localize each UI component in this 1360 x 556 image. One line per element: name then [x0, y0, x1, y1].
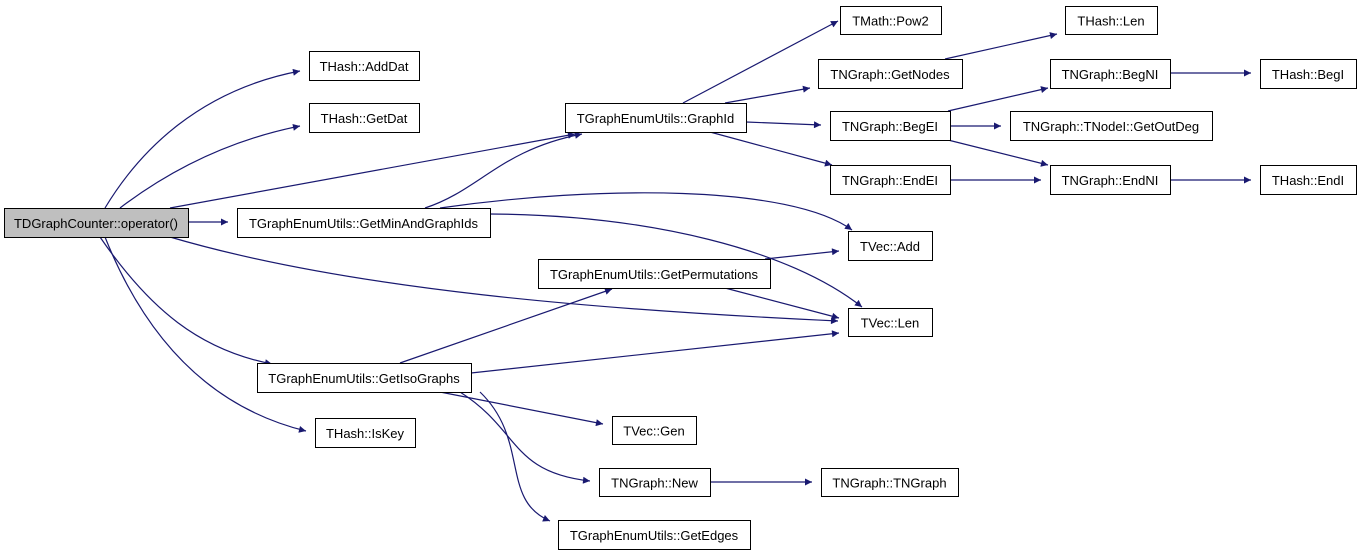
node-label: TMath::Pow2 — [852, 14, 929, 29]
edge-root-to-vlen — [169, 236, 839, 325]
node-label: TNGraph::BegNI — [1062, 67, 1159, 82]
node-box — [830, 111, 951, 141]
node-box — [257, 363, 472, 393]
edge-getiso-to-vgen — [439, 391, 604, 427]
edge-graphid-to-endei — [709, 131, 833, 167]
node-begni[interactable]: TNGraph::BegNI — [1050, 59, 1171, 89]
node-box — [538, 259, 771, 289]
edge-root-to-adddat — [104, 68, 301, 209]
node-endni[interactable]: TNGraph::EndNI — [1050, 165, 1171, 195]
node-iskey[interactable]: THash::IsKey — [315, 418, 416, 448]
node-box — [315, 418, 416, 448]
edge-getperm-to-vlen — [724, 287, 840, 320]
edge-graphid-to-pow2 — [682, 20, 839, 104]
node-label: THash::IsKey — [326, 426, 405, 441]
node-vlen[interactable]: TVec::Len — [848, 308, 933, 337]
node-box — [848, 308, 933, 337]
node-label: TVec::Len — [861, 316, 920, 331]
node-box — [237, 208, 491, 238]
edge-begei-to-endni — [947, 139, 1049, 167]
node-label: THash::GetDat — [321, 111, 408, 126]
edge-root-to-getdat — [119, 123, 301, 209]
node-box — [558, 520, 751, 550]
node-pow2[interactable]: TMath::Pow2 — [840, 6, 942, 35]
node-label: TNGraph::BegEI — [842, 119, 938, 134]
node-box — [599, 468, 711, 497]
edge-graphid-to-begei — [745, 121, 822, 129]
node-label: THash::BegI — [1272, 67, 1344, 82]
edge-getiso-to-vlen — [470, 330, 840, 374]
node-box — [848, 231, 933, 261]
node-hlen[interactable]: THash::Len — [1065, 6, 1158, 35]
edge-getiso-to-getedges — [479, 391, 551, 522]
node-label: TNGraph::GetNodes — [830, 67, 950, 82]
node-label: TGraphEnumUtils::GetPermutations — [550, 267, 759, 282]
node-vgen[interactable]: TVec::Gen — [612, 416, 697, 445]
node-box — [309, 51, 420, 81]
node-label: THash::AddDat — [320, 59, 409, 74]
node-label: TNGraph::EndNI — [1062, 173, 1159, 188]
node-label: TNGraph::TNodeI::GetOutDeg — [1023, 119, 1199, 134]
node-box — [840, 6, 942, 35]
node-box — [830, 165, 951, 195]
node-label: TNGraph::EndEI — [842, 173, 938, 188]
edge-begei-to-begni — [947, 86, 1049, 112]
node-box — [1065, 6, 1158, 35]
node-adddat[interactable]: THash::AddDat — [309, 51, 420, 81]
edge-getmin-to-vlen — [489, 213, 863, 308]
edge-root-to-getiso — [99, 236, 273, 367]
node-getmin[interactable]: TGraphEnumUtils::GetMinAndGraphIds — [237, 208, 491, 238]
node-label: TGraphEnumUtils::GetEdges — [570, 528, 739, 543]
node-getperm[interactable]: TGraphEnumUtils::GetPermutations — [538, 259, 771, 289]
node-label: TNGraph::New — [611, 476, 698, 491]
node-label: THash::Len — [1077, 14, 1144, 29]
node-label: TGraphEnumUtils::GetIsoGraphs — [268, 371, 460, 386]
node-label: TGraphEnumUtils::GetMinAndGraphIds — [249, 216, 479, 231]
node-graphid[interactable]: TGraphEnumUtils::GraphId — [565, 103, 747, 133]
node-box — [1010, 111, 1213, 141]
node-outdeg[interactable]: TNGraph::TNodeI::GetOutDeg — [1010, 111, 1213, 141]
node-getnodes[interactable]: TNGraph::GetNodes — [818, 59, 963, 89]
node-new[interactable]: TNGraph::New — [599, 468, 711, 497]
node-getdat[interactable]: THash::GetDat — [309, 103, 420, 133]
edge-getmin-to-vadd — [439, 192, 853, 231]
node-label: THash::EndI — [1272, 173, 1344, 188]
node-label: TVec::Add — [860, 239, 920, 254]
node-getiso[interactable]: TGraphEnumUtils::GetIsoGraphs — [257, 363, 472, 393]
node-vadd[interactable]: TVec::Add — [848, 231, 933, 261]
edge-getiso-to-getperm — [399, 288, 613, 364]
node-box — [1260, 165, 1357, 195]
node-begi[interactable]: THash::BegI — [1260, 59, 1357, 89]
node-root[interactable]: TDGraphCounter::operator() — [4, 208, 189, 238]
node-getedges[interactable]: TGraphEnumUtils::GetEdges — [558, 520, 751, 550]
node-box — [1050, 165, 1171, 195]
node-label: TDGraphCounter::operator() — [14, 216, 178, 231]
node-begei[interactable]: TNGraph::BegEI — [830, 111, 951, 141]
edge-root-to-iskey — [104, 236, 307, 433]
node-box — [4, 208, 189, 238]
node-tngraph[interactable]: TNGraph::TNGraph — [821, 468, 959, 497]
edge-root-to-graphid — [169, 131, 576, 209]
node-box — [309, 103, 420, 133]
node-endei[interactable]: TNGraph::EndEI — [830, 165, 951, 195]
edge-getiso-to-new — [459, 391, 591, 484]
node-box — [818, 59, 963, 89]
node-label: TNGraph::TNGraph — [832, 476, 946, 491]
node-box — [565, 103, 747, 133]
node-label: TVec::Gen — [623, 424, 684, 439]
node-box — [1260, 59, 1357, 89]
edge-graphid-to-getnodes — [724, 85, 811, 104]
node-box — [1050, 59, 1171, 89]
node-endi[interactable]: THash::EndI — [1260, 165, 1357, 195]
node-box — [612, 416, 697, 445]
node-box — [821, 468, 959, 497]
edge-getmin-to-graphid — [424, 131, 583, 209]
edge-getnodes-to-hlen — [944, 32, 1058, 60]
edge-getperm-to-vadd — [764, 248, 840, 260]
node-label: TGraphEnumUtils::GraphId — [577, 111, 735, 126]
